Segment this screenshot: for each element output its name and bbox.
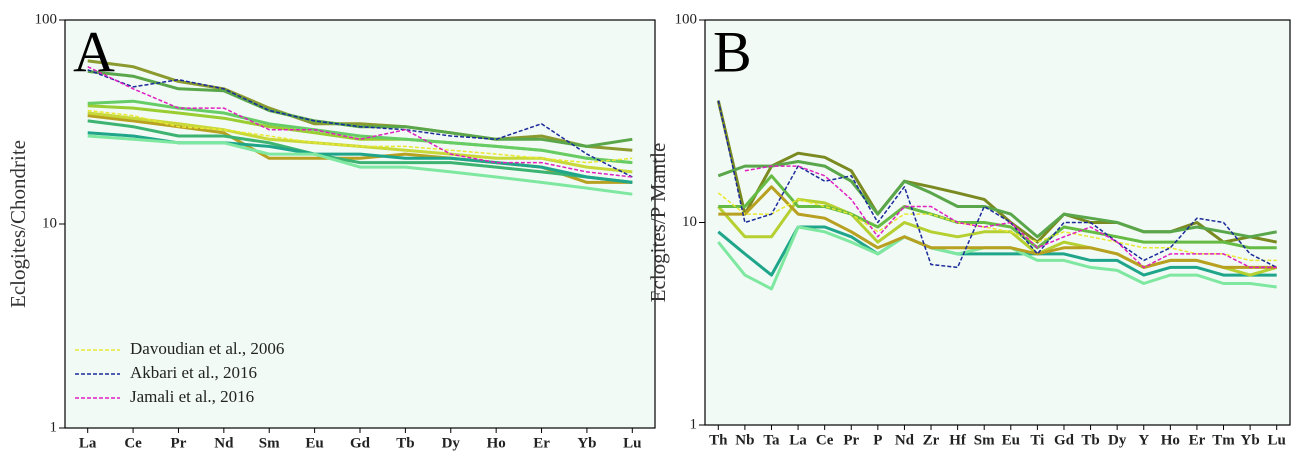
- series-line: [87, 109, 633, 164]
- panel-letter: B: [713, 19, 752, 84]
- x-tick-label: Lu: [1268, 432, 1286, 448]
- x-tick-label: Ho: [1161, 432, 1180, 448]
- y-tick-label: 10: [42, 215, 57, 231]
- x-tick-label: Pr: [843, 432, 859, 448]
- x-tick-label: Ho: [487, 435, 506, 451]
- x-tick-label: Yb: [577, 435, 596, 451]
- series-line: [87, 66, 633, 178]
- x-tick-label: Ta: [763, 432, 780, 448]
- x-tick-label: Nd: [895, 432, 915, 448]
- y-tick-label: 100: [35, 11, 58, 27]
- y-tick-label: 100: [675, 11, 698, 27]
- x-tick-label: Zr: [923, 432, 940, 448]
- series-line: [717, 160, 1277, 239]
- series-line: [744, 165, 1277, 269]
- series-line: [87, 134, 633, 196]
- x-tick-label: Pr: [171, 435, 187, 451]
- plot-area: [64, 19, 656, 429]
- x-tick-label: Sm: [259, 435, 280, 451]
- legend-label: Davoudian et al., 2006: [130, 339, 284, 358]
- legend-label: Akbari et al., 2016: [130, 363, 257, 382]
- x-tick-label: Gd: [1054, 432, 1075, 448]
- x-tick-label: Nb: [735, 432, 754, 448]
- x-tick-label: Dy: [442, 435, 461, 451]
- x-tick-label: Yb: [1241, 432, 1260, 448]
- series-line: [717, 100, 1278, 269]
- x-tick-label: Th: [709, 432, 728, 448]
- y-tick-label: 1: [50, 419, 58, 435]
- x-tick-label: La: [789, 432, 807, 448]
- x-tick-label: Ce: [124, 435, 142, 451]
- x-tick-label: P: [873, 432, 882, 448]
- series-line: [718, 185, 1277, 269]
- legend-label: Jamali et al., 2016: [130, 387, 254, 406]
- x-tick-label: Tb: [396, 435, 414, 451]
- x-tick-label: Tb: [1081, 432, 1099, 448]
- x-tick-label: La: [79, 435, 97, 451]
- series-line: [717, 192, 1277, 262]
- panel-letter: A: [73, 19, 115, 84]
- x-tick-label: Ce: [816, 432, 834, 448]
- y-tick-label: 10: [682, 214, 697, 230]
- y-axis-label: Eclogites/Chondrite: [6, 140, 30, 308]
- x-tick-label: Nd: [214, 435, 234, 451]
- x-tick-label: Eu: [1002, 432, 1020, 448]
- x-tick-label: Sm: [974, 432, 995, 448]
- series-line: [87, 69, 633, 178]
- y-tick-label: 1: [690, 416, 698, 432]
- x-tick-label: Lu: [623, 435, 641, 451]
- x-tick-label: Er: [1189, 432, 1206, 448]
- series-line: [87, 59, 633, 152]
- x-tick-label: Gd: [350, 435, 371, 451]
- plot-area: [704, 19, 1291, 426]
- x-tick-label: Tm: [1212, 432, 1235, 448]
- x-tick-label: Hf: [949, 432, 967, 448]
- x-tick-label: Y: [1138, 432, 1149, 448]
- series-line: [87, 119, 633, 184]
- x-tick-label: Er: [533, 435, 550, 451]
- x-tick-label: Ti: [1030, 432, 1044, 448]
- x-tick-label: Dy: [1108, 432, 1127, 448]
- series-line: [717, 225, 1277, 277]
- y-axis-label: Eclogites/P Mantle: [646, 143, 670, 303]
- x-tick-label: Eu: [305, 435, 323, 451]
